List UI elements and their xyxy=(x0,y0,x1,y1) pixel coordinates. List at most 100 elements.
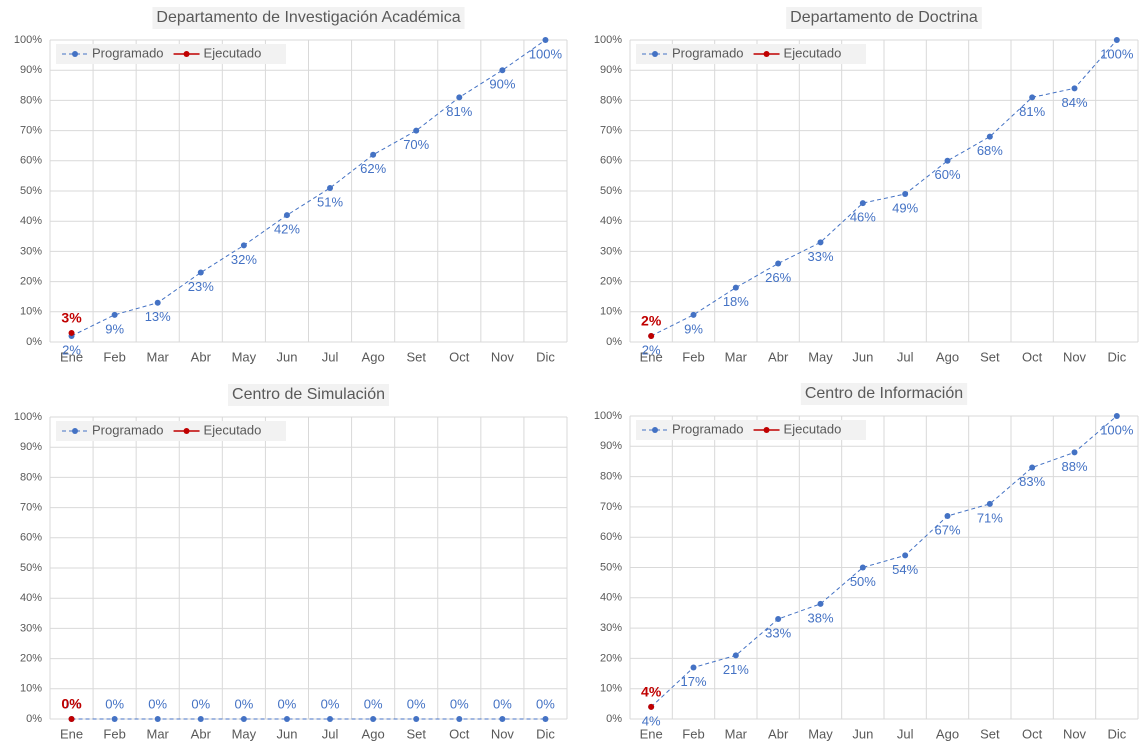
point-marker xyxy=(1071,449,1078,456)
x-tick-label: Jun xyxy=(852,349,873,364)
y-tick-label: 30% xyxy=(600,622,622,634)
x-tick-label: Abr xyxy=(768,349,789,364)
data-label: 23% xyxy=(188,279,214,294)
data-label: 9% xyxy=(105,321,124,336)
x-tick-label: Dic xyxy=(1107,349,1126,364)
x-tick-label: Mar xyxy=(725,726,748,741)
point-marker xyxy=(413,127,420,134)
y-tick-label: 10% xyxy=(600,306,622,318)
x-tick-label: Ago xyxy=(362,726,385,741)
data-label: 18% xyxy=(723,294,749,309)
series-line xyxy=(650,415,1118,708)
x-tick-label: Oct xyxy=(1022,726,1043,741)
data-label: 0% xyxy=(493,696,512,711)
data-label: 32% xyxy=(231,252,257,267)
data-label: 100% xyxy=(1100,46,1134,61)
data-label: 54% xyxy=(892,562,918,577)
y-tick-label: 80% xyxy=(600,94,622,106)
point-marker xyxy=(944,512,951,519)
legend-label: Programado xyxy=(672,45,744,60)
point-marker xyxy=(240,716,247,722)
data-label: 68% xyxy=(977,143,1003,158)
point-marker xyxy=(370,151,377,158)
y-tick-label: 70% xyxy=(20,125,42,137)
x-tick-label: Feb xyxy=(103,726,125,741)
legend-marker xyxy=(183,51,190,57)
point-marker xyxy=(499,716,506,722)
y-tick-label: 30% xyxy=(20,622,42,634)
x-tick-label: May xyxy=(808,726,833,741)
y-tick-label: 30% xyxy=(20,245,42,257)
data-label: 2% xyxy=(642,342,661,357)
data-label: 0% xyxy=(364,696,383,711)
y-tick-label: 0% xyxy=(26,336,42,348)
point-marker xyxy=(283,212,290,219)
legend-label: Ejecutado xyxy=(204,422,262,437)
x-tick-label: Set xyxy=(980,349,1000,364)
y-tick-label: 100% xyxy=(594,410,622,422)
x-tick-label: May xyxy=(232,726,257,741)
y-tick-label: 70% xyxy=(20,502,42,514)
y-tick-label: 20% xyxy=(20,653,42,665)
y-tick-label: 10% xyxy=(20,306,42,318)
data-label: 26% xyxy=(765,270,791,285)
data-label: 51% xyxy=(317,194,343,209)
data-label: 71% xyxy=(977,510,1003,525)
data-label: 81% xyxy=(446,104,472,119)
point-marker xyxy=(902,191,909,198)
x-tick-label: Nov xyxy=(1063,349,1087,364)
point-marker xyxy=(111,311,118,318)
point-marker xyxy=(499,67,506,74)
x-tick-label: Jul xyxy=(897,349,914,364)
y-tick-label: 0% xyxy=(606,713,622,725)
point-marker xyxy=(456,716,463,722)
x-tick-label: Oct xyxy=(449,726,470,741)
x-tick-label: Ene xyxy=(60,726,83,741)
point-marker xyxy=(732,652,739,659)
point-marker xyxy=(817,239,824,246)
x-tick-label: Ene xyxy=(640,726,663,741)
data-label: 0% xyxy=(105,696,124,711)
data-label: 0% xyxy=(321,696,340,711)
point-marker xyxy=(154,716,161,722)
x-tick-label: Abr xyxy=(191,349,212,364)
point-marker xyxy=(68,329,75,336)
data-label: 60% xyxy=(934,167,960,182)
title-background xyxy=(228,384,389,406)
y-tick-label: 30% xyxy=(600,245,622,257)
point-marker xyxy=(690,311,697,318)
data-label: 50% xyxy=(850,574,876,589)
point-marker xyxy=(1029,464,1036,471)
y-tick-label: 70% xyxy=(600,125,622,137)
legend-marker xyxy=(763,51,770,57)
legend: Programado Ejecutado xyxy=(636,420,866,440)
legend-marker xyxy=(183,428,190,434)
y-tick-label: 20% xyxy=(600,652,622,664)
x-tick-label: Oct xyxy=(449,349,470,364)
legend-background xyxy=(56,421,286,441)
data-label: 62% xyxy=(360,161,386,176)
y-tick-label: 20% xyxy=(600,276,622,288)
y-tick-label: 50% xyxy=(600,561,622,573)
x-tick-label: Ago xyxy=(936,726,959,741)
legend-label: Programado xyxy=(672,421,744,436)
y-tick-label: 10% xyxy=(20,683,42,695)
chart-title: Departamento de Doctrina xyxy=(790,9,978,26)
y-tick-label: 100% xyxy=(14,411,42,423)
x-tick-label: Jun xyxy=(276,349,297,364)
point-marker xyxy=(648,703,655,710)
point-marker xyxy=(240,242,247,249)
x-tick-label: Set xyxy=(980,726,1000,741)
legend-marker xyxy=(72,51,78,57)
data-label: 9% xyxy=(684,321,703,336)
x-tick-label: Abr xyxy=(191,726,212,741)
y-tick-label: 90% xyxy=(600,440,622,452)
y-tick-label: 90% xyxy=(600,64,622,76)
y-tick-label: 80% xyxy=(20,471,42,483)
title-background xyxy=(152,7,465,29)
x-tick-label: Nov xyxy=(491,349,515,364)
point-marker xyxy=(1071,85,1078,92)
data-label: 33% xyxy=(765,625,791,640)
point-marker xyxy=(111,716,118,722)
